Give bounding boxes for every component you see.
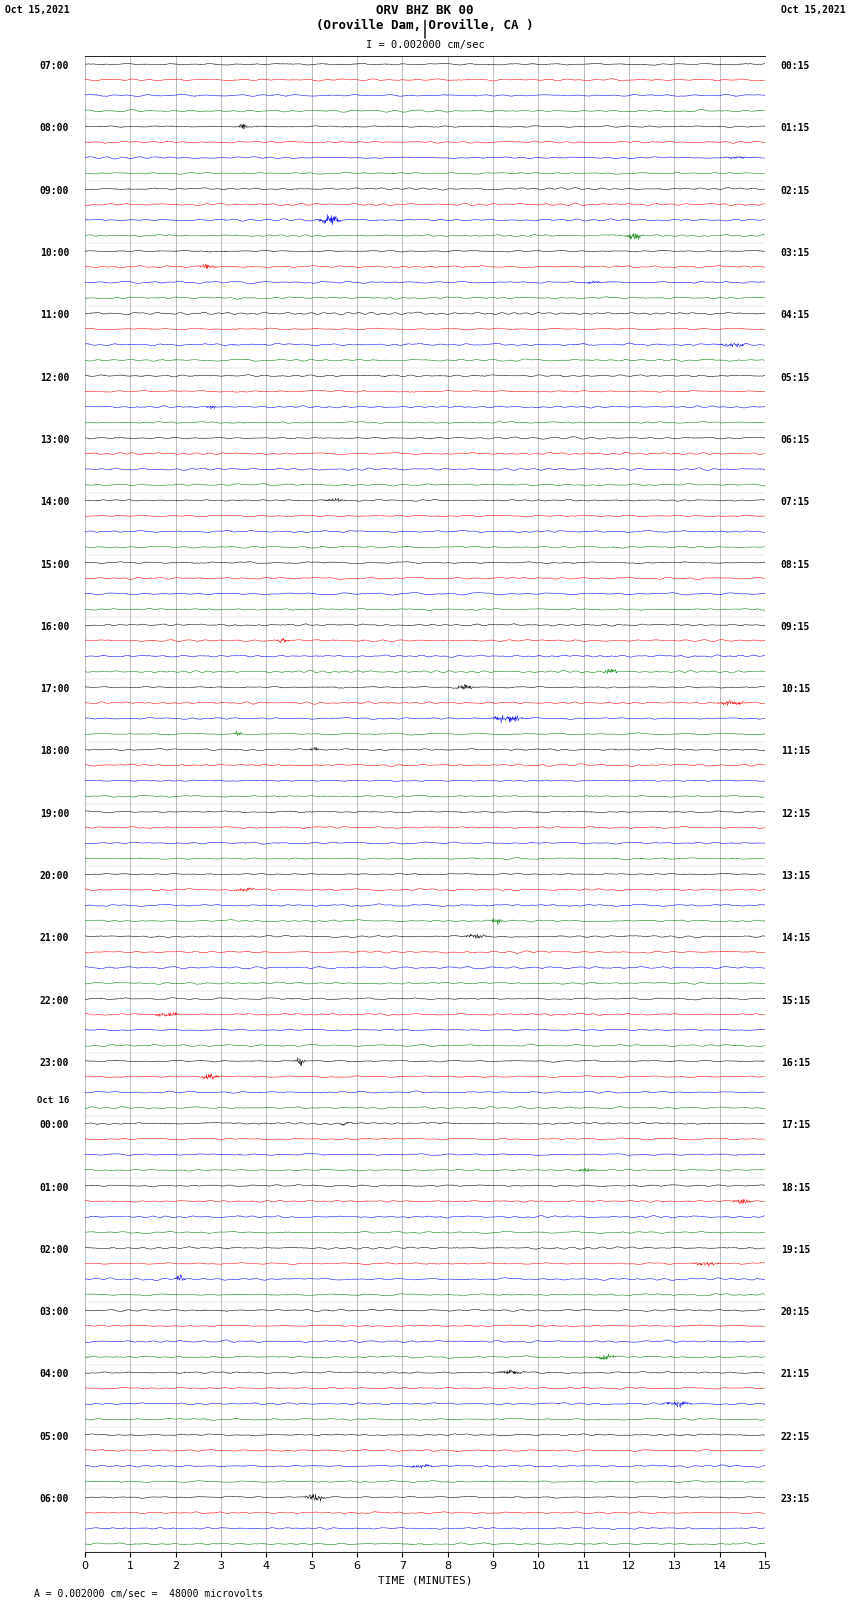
Text: 23:00: 23:00 [40,1058,69,1068]
Text: I = 0.002000 cm/sec: I = 0.002000 cm/sec [366,40,484,50]
Text: 00:00: 00:00 [40,1121,69,1131]
Text: 23:15: 23:15 [781,1494,810,1503]
Text: 12:15: 12:15 [781,808,810,819]
Text: 20:00: 20:00 [40,871,69,881]
Text: 19:00: 19:00 [40,808,69,819]
Text: Oct 15,2021: Oct 15,2021 [4,5,69,15]
Text: 07:15: 07:15 [781,497,810,506]
Text: 15:15: 15:15 [781,995,810,1005]
Text: A = 0.002000 cm/sec =  48000 microvolts: A = 0.002000 cm/sec = 48000 microvolts [34,1589,264,1598]
Text: 07:00: 07:00 [40,61,69,71]
Text: 09:00: 09:00 [40,185,69,195]
Text: 21:15: 21:15 [781,1369,810,1379]
Text: 06:00: 06:00 [40,1494,69,1503]
Text: Oct 16: Oct 16 [37,1095,69,1105]
Text: 19:15: 19:15 [781,1245,810,1255]
Text: 17:00: 17:00 [40,684,69,694]
Text: 18:15: 18:15 [781,1182,810,1192]
X-axis label: TIME (MINUTES): TIME (MINUTES) [377,1576,473,1586]
Text: 22:00: 22:00 [40,995,69,1005]
Text: 02:00: 02:00 [40,1245,69,1255]
Text: 13:15: 13:15 [781,871,810,881]
Text: 12:00: 12:00 [40,373,69,382]
Text: 04:15: 04:15 [781,310,810,321]
Text: 08:15: 08:15 [781,560,810,569]
Title: ORV BHZ BK 00
(Oroville Dam, Oroville, CA ): ORV BHZ BK 00 (Oroville Dam, Oroville, C… [316,3,534,32]
Text: 16:00: 16:00 [40,623,69,632]
Text: 14:15: 14:15 [781,934,810,944]
Text: 03:00: 03:00 [40,1307,69,1318]
Text: 10:15: 10:15 [781,684,810,694]
Text: 18:00: 18:00 [40,747,69,756]
Text: 22:15: 22:15 [781,1432,810,1442]
Text: 06:15: 06:15 [781,436,810,445]
Text: 02:15: 02:15 [781,185,810,195]
Text: 11:00: 11:00 [40,310,69,321]
Text: 11:15: 11:15 [781,747,810,756]
Text: 17:15: 17:15 [781,1121,810,1131]
Text: 05:00: 05:00 [40,1432,69,1442]
Text: Oct 15,2021: Oct 15,2021 [781,5,846,15]
Text: 08:00: 08:00 [40,124,69,134]
Text: 13:00: 13:00 [40,436,69,445]
Text: 20:15: 20:15 [781,1307,810,1318]
Text: 03:15: 03:15 [781,248,810,258]
Text: 00:15: 00:15 [781,61,810,71]
Text: 01:00: 01:00 [40,1182,69,1192]
Text: 05:15: 05:15 [781,373,810,382]
Text: 04:00: 04:00 [40,1369,69,1379]
Text: 01:15: 01:15 [781,124,810,134]
Text: 16:15: 16:15 [781,1058,810,1068]
Text: 10:00: 10:00 [40,248,69,258]
Text: 09:15: 09:15 [781,623,810,632]
Text: 14:00: 14:00 [40,497,69,506]
Text: 21:00: 21:00 [40,934,69,944]
Text: 15:00: 15:00 [40,560,69,569]
